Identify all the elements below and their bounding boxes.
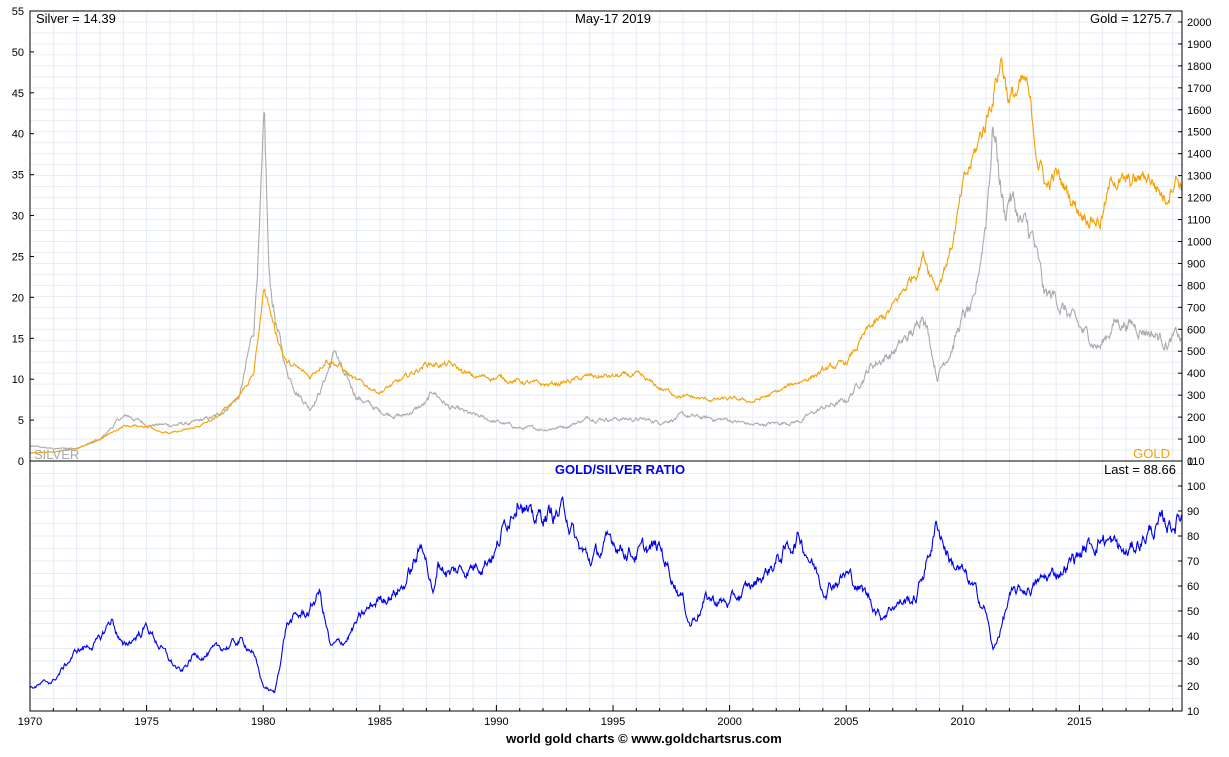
right-axis-tick-label: 500 bbox=[1187, 346, 1205, 358]
x-axis-tick-label: 1970 bbox=[18, 716, 42, 728]
right-axis-tick-label: 1800 bbox=[1187, 61, 1211, 73]
gold-legend: GOLD bbox=[1133, 446, 1170, 461]
gold-price-label: Gold = 1275.7 bbox=[1090, 11, 1172, 26]
ratio-series-line bbox=[29, 496, 1183, 694]
left-axis-tick-label: 15 bbox=[12, 333, 24, 345]
x-axis-tick-label: 1975 bbox=[134, 716, 158, 728]
x-axis-tick-label: 1995 bbox=[601, 716, 625, 728]
ratio-panel-grid bbox=[30, 461, 1182, 711]
right-axis-tick-label: 2000 bbox=[1187, 17, 1211, 29]
left-axis-tick-label: 40 bbox=[12, 129, 24, 141]
credit-text: world gold charts © www.goldchartsrus.co… bbox=[505, 731, 782, 746]
ratio-axis-tick-label: 40 bbox=[1187, 631, 1199, 643]
ratio-axis-tick-label: 50 bbox=[1187, 606, 1199, 618]
right-axis-tick-label: 300 bbox=[1187, 390, 1205, 402]
left-axis-tick-label: 30 bbox=[12, 211, 24, 223]
x-axis-tick-label: 1990 bbox=[484, 716, 508, 728]
left-axis-tick-label: 25 bbox=[12, 251, 24, 263]
ratio-title: GOLD/SILVER RATIO bbox=[555, 462, 685, 477]
gold-series-line bbox=[30, 56, 1183, 454]
x-axis-tick-label: 1985 bbox=[368, 716, 392, 728]
left-axis-tick-label: 45 bbox=[12, 88, 24, 100]
right-axis-tick-label: 1100 bbox=[1187, 215, 1211, 227]
x-axis-tick-label: 2010 bbox=[951, 716, 975, 728]
right-axis-tick-label: 600 bbox=[1187, 324, 1205, 336]
left-axis-tick-label: 50 bbox=[12, 47, 24, 59]
ratio-axis-tick-label: 10 bbox=[1187, 706, 1199, 718]
right-axis-tick-label: 1900 bbox=[1187, 39, 1211, 51]
ratio-axis-tick-label: 80 bbox=[1187, 531, 1199, 543]
ratio-axis-tick-label: 90 bbox=[1187, 506, 1199, 518]
x-axis-tick-label: 2005 bbox=[834, 716, 858, 728]
x-axis-tick-label: 1980 bbox=[251, 716, 275, 728]
silver-legend: SILVER bbox=[34, 447, 79, 462]
ratio-axis-tick-label: 60 bbox=[1187, 581, 1199, 593]
ratio-axis-tick-label: 30 bbox=[1187, 656, 1199, 668]
left-axis-tick-label: 55 bbox=[12, 6, 24, 18]
right-axis-tick-label: 400 bbox=[1187, 368, 1205, 380]
silver-price-label: Silver = 14.39 bbox=[36, 11, 116, 26]
right-axis-tick-label: 200 bbox=[1187, 412, 1205, 424]
right-axis-tick-label: 0 bbox=[1187, 456, 1193, 468]
x-axis-tick-label: 2015 bbox=[1067, 716, 1091, 728]
ratio-axis-tick-label: 20 bbox=[1187, 681, 1199, 693]
left-axis-tick-label: 35 bbox=[12, 170, 24, 182]
series-layer bbox=[29, 56, 1183, 694]
right-axis-tick-label: 1300 bbox=[1187, 171, 1211, 183]
right-axis-tick-label: 1400 bbox=[1187, 149, 1211, 161]
ratio-axis-tick-label: 100 bbox=[1187, 481, 1205, 493]
silver-series-line bbox=[29, 112, 1182, 450]
ratio-last-label: Last = 88.66 bbox=[1104, 462, 1176, 477]
left-axis-tick-label: 5 bbox=[18, 415, 24, 427]
ratio-axis-tick-label: 70 bbox=[1187, 556, 1199, 568]
right-axis-tick-label: 1700 bbox=[1187, 83, 1211, 95]
right-axis-tick-label: 700 bbox=[1187, 302, 1205, 314]
axis-ticks: 0 5 10 15 20 25 30 35 40 45 50 55 0 100 200 300 400 500 60… bbox=[12, 6, 1212, 728]
right-axis-tick-label: 1600 bbox=[1187, 105, 1211, 117]
ratio-axis-tick-label: 110 bbox=[1187, 456, 1205, 468]
right-axis-tick-label: 900 bbox=[1187, 258, 1205, 270]
right-axis-tick-label: 1200 bbox=[1187, 193, 1211, 205]
left-axis-tick-label: 10 bbox=[12, 374, 24, 386]
right-axis-tick-label: 100 bbox=[1187, 434, 1205, 446]
chart-date: May-17 2019 bbox=[575, 11, 651, 26]
left-axis-tick-label: 20 bbox=[12, 292, 24, 304]
price-panel-bg bbox=[30, 11, 1182, 461]
right-axis-tick-label: 1500 bbox=[1187, 127, 1211, 139]
price-panel-grid bbox=[30, 11, 1182, 461]
right-axis-tick-label: 1000 bbox=[1187, 236, 1211, 248]
right-axis-tick-label: 800 bbox=[1187, 280, 1205, 292]
x-axis-tick-label: 2000 bbox=[717, 716, 741, 728]
left-axis-tick-label: 0 bbox=[18, 456, 24, 468]
